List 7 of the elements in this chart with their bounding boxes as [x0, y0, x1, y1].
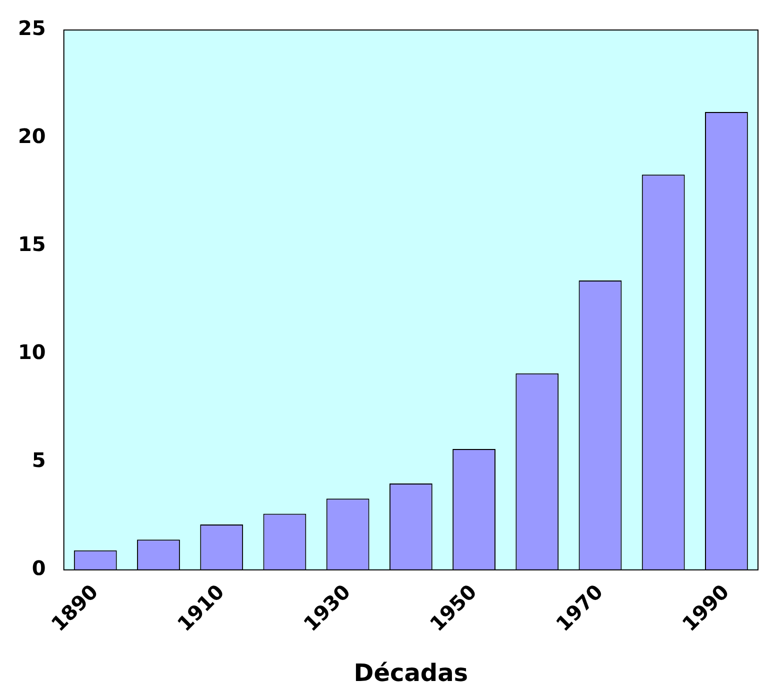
- y-tick-label: 10: [18, 340, 46, 364]
- y-tick-label: 15: [18, 232, 46, 256]
- y-tick-label: 25: [18, 16, 46, 40]
- x-axis-title: Décadas: [354, 658, 468, 687]
- y-tick-label: 20: [18, 124, 46, 148]
- y-tick-label: 0: [32, 556, 46, 580]
- y-tick-label: 5: [32, 448, 46, 472]
